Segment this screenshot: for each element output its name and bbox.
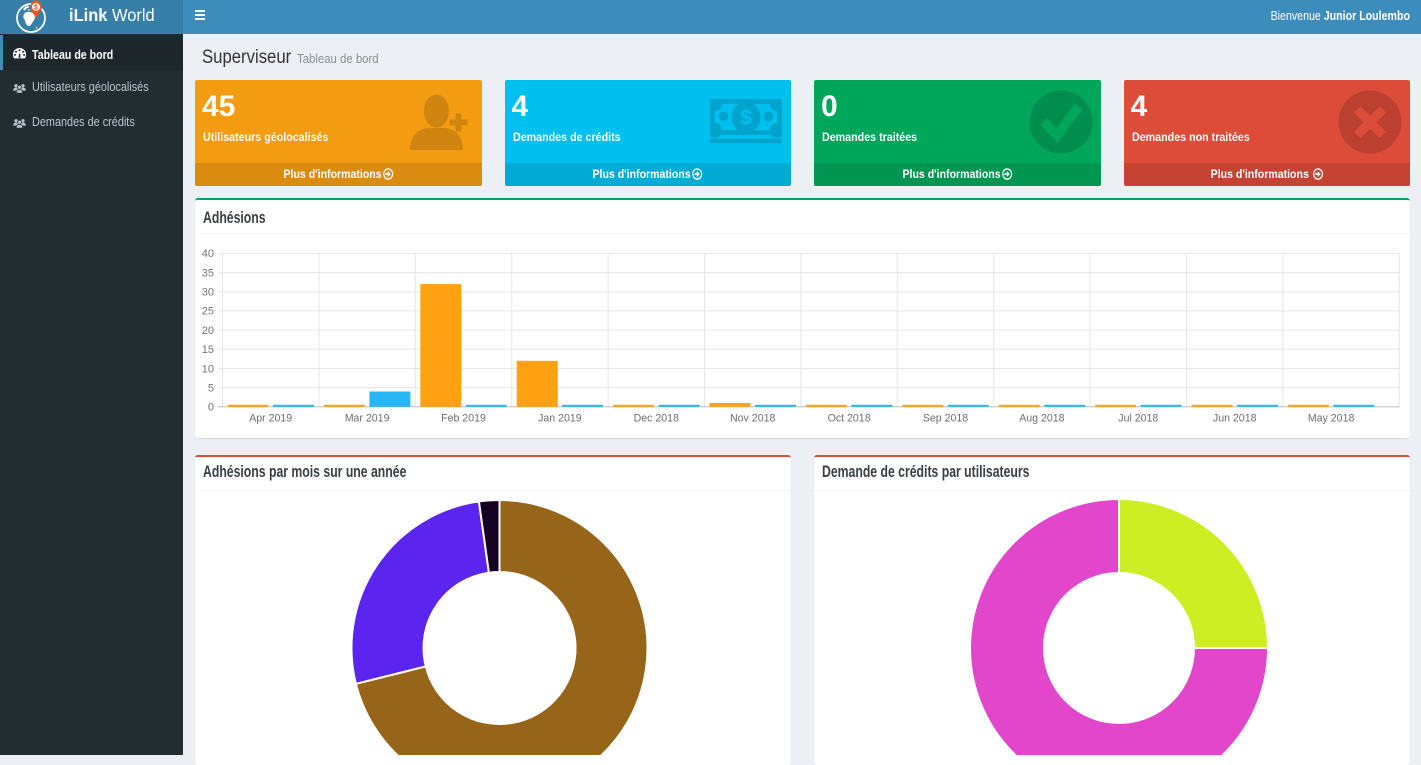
svg-text:40: 40: [202, 248, 214, 260]
svg-text:Apr 2019: Apr 2019: [249, 413, 292, 425]
svg-text:20: 20: [202, 325, 214, 337]
svg-text:Jul 2018: Jul 2018: [1118, 413, 1158, 425]
svg-text:Dec 2018: Dec 2018: [634, 413, 679, 425]
svg-text:Aug 2018: Aug 2018: [1019, 413, 1064, 425]
svg-text:Jun 2018: Jun 2018: [1213, 413, 1257, 425]
svg-text:$: $: [34, 4, 38, 11]
svg-text:0: 0: [208, 402, 214, 414]
svg-text:Nov 2018: Nov 2018: [730, 413, 775, 425]
svg-text:Feb 2019: Feb 2019: [441, 413, 486, 425]
svg-text:May 2018: May 2018: [1308, 413, 1355, 425]
svg-text:10: 10: [202, 363, 214, 375]
svg-text:Mar 2019: Mar 2019: [345, 413, 390, 425]
svg-text:Jan 2019: Jan 2019: [538, 413, 582, 425]
svg-text:Sep 2018: Sep 2018: [923, 413, 968, 425]
svg-text:$: $: [740, 107, 752, 130]
svg-text:5: 5: [208, 382, 214, 394]
svg-text:35: 35: [202, 267, 214, 279]
svg-text:30: 30: [202, 287, 214, 299]
svg-text:15: 15: [202, 344, 214, 356]
svg-text:25: 25: [202, 306, 214, 318]
svg-text:Oct 2018: Oct 2018: [828, 413, 871, 425]
